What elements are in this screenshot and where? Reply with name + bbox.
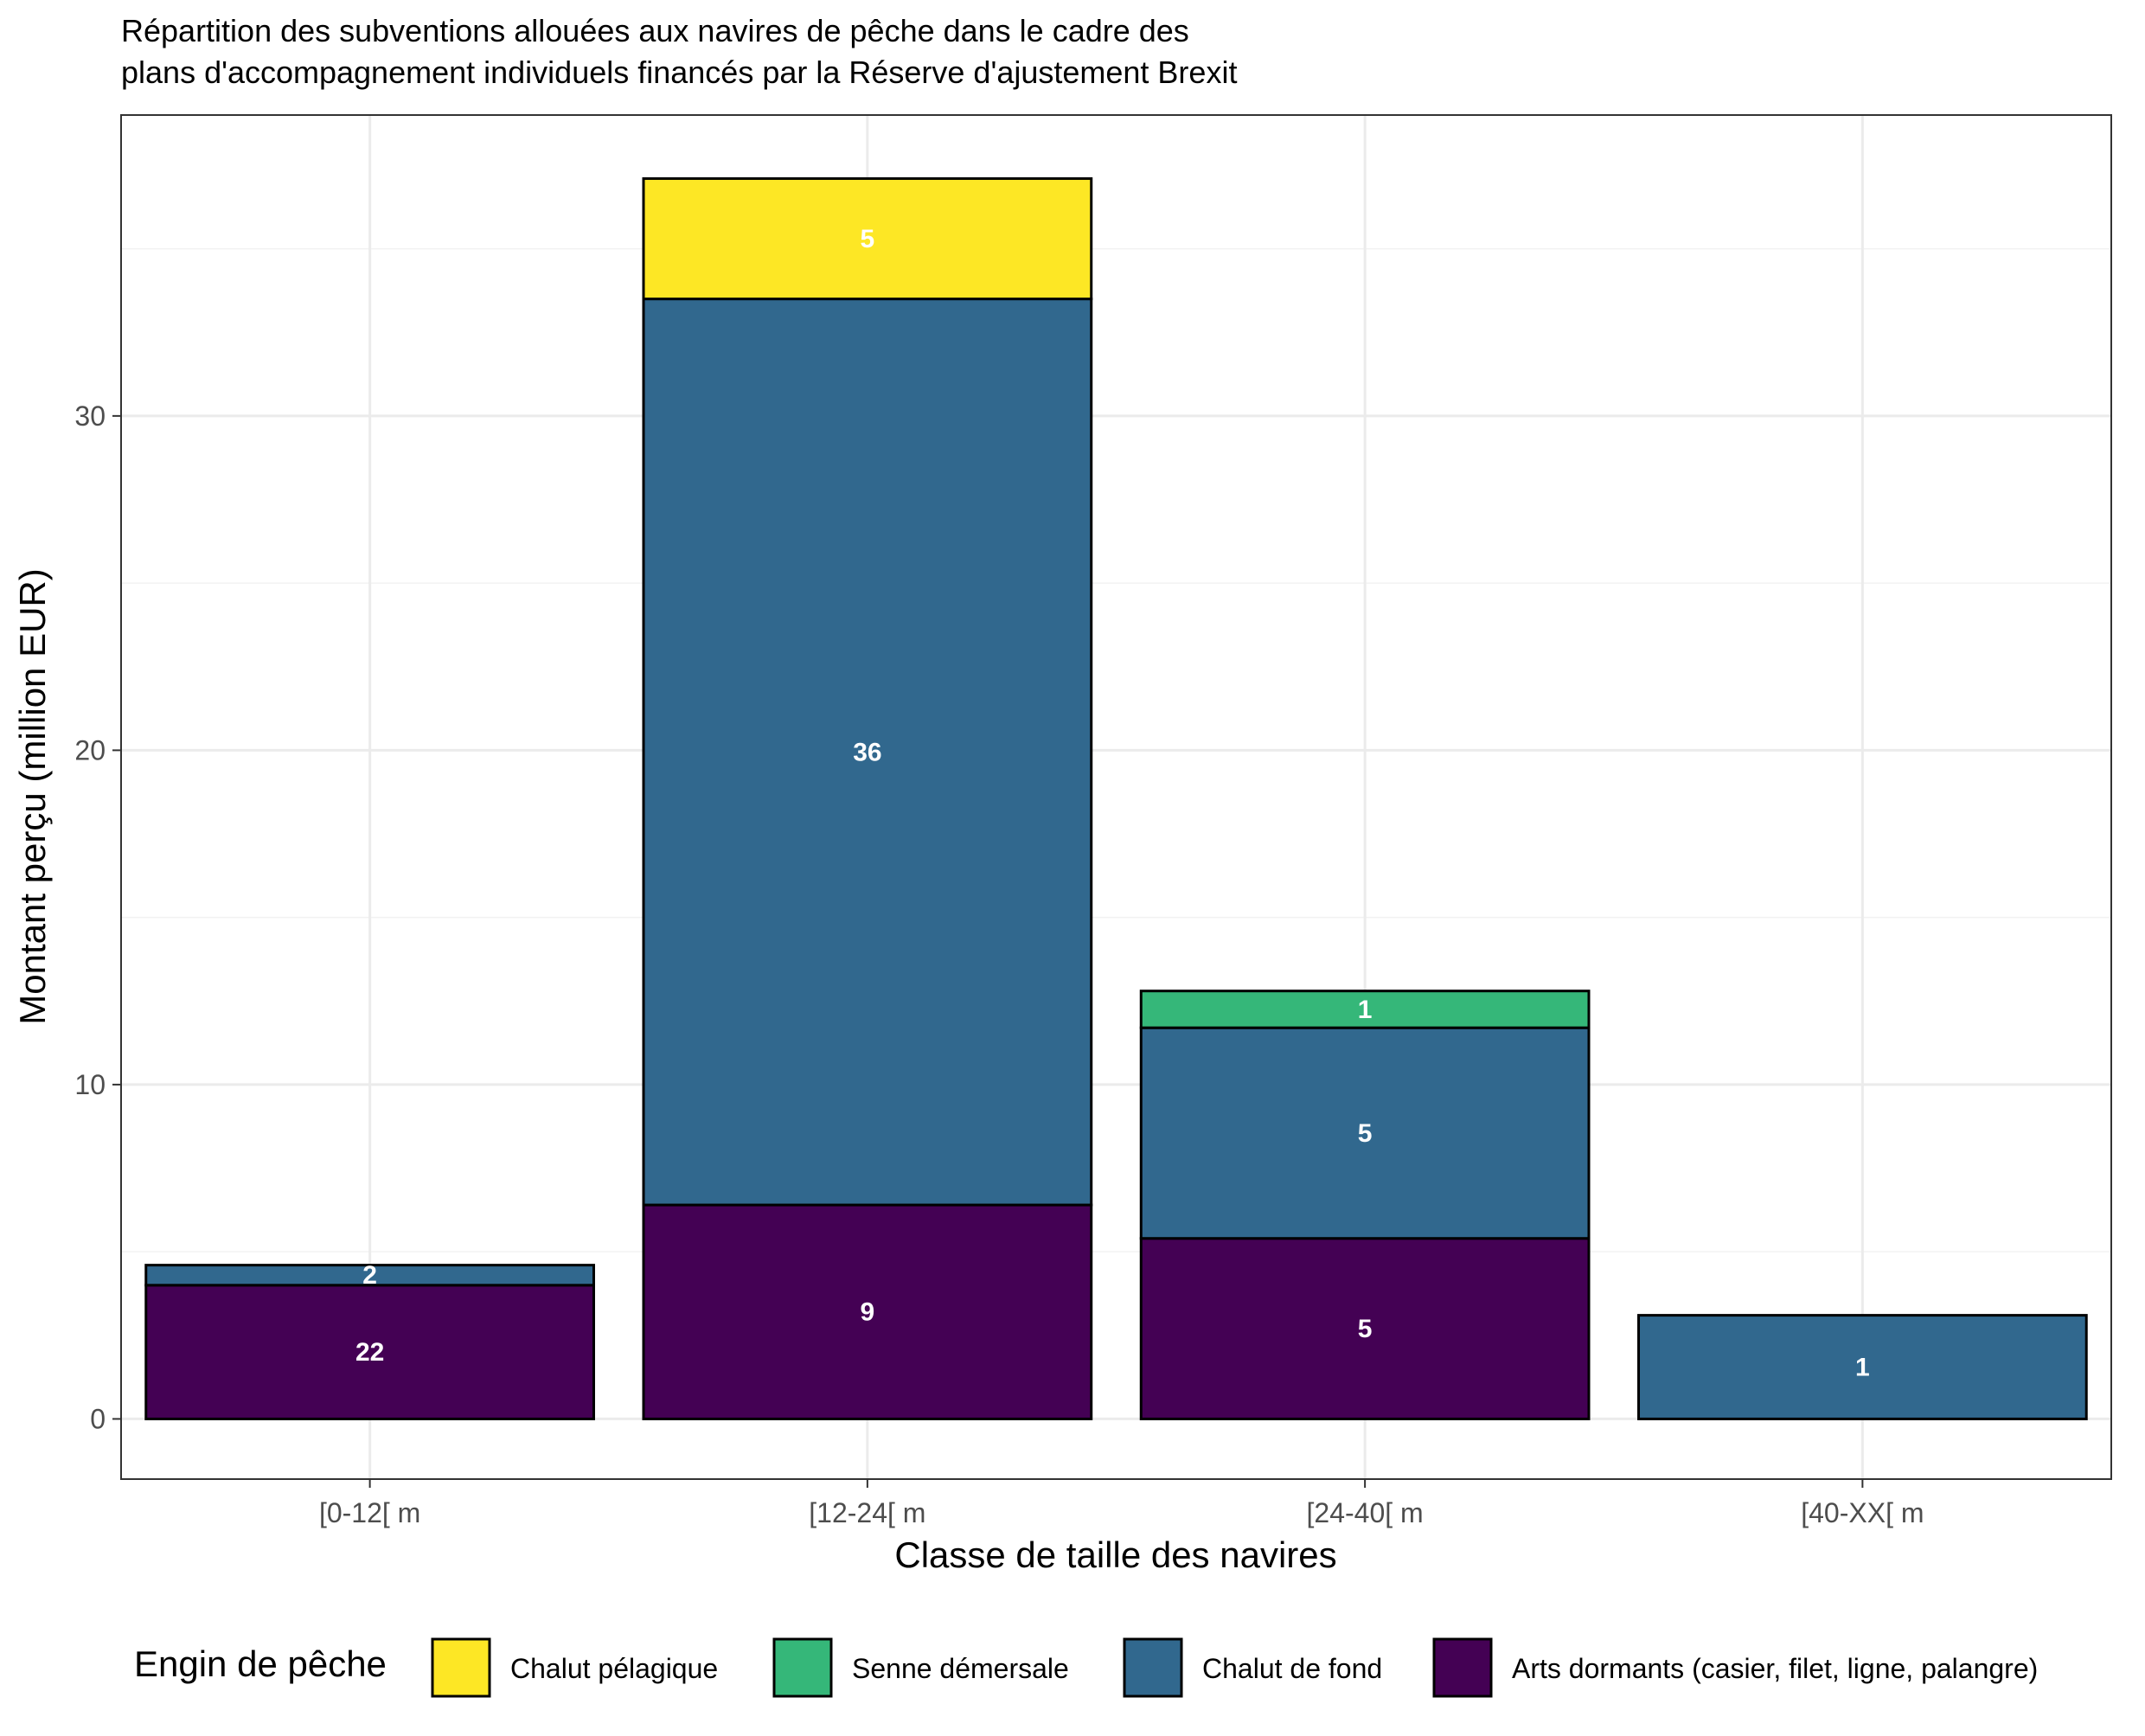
plot-border [120,114,2112,1480]
bar-segment [1139,1026,1591,1240]
legend-label: Chalut de fond [1202,1653,1382,1684]
legend-label: Senne démersale [852,1653,1069,1684]
bar-data-label: 5 [1358,1315,1373,1343]
y-tick-label: 0 [90,1403,106,1434]
bar-data-label: 22 [355,1338,384,1367]
legend-key [431,1637,491,1698]
chart-title: Répartition des subventions allouées aux… [121,13,1237,90]
bar-segment [642,298,1093,1207]
legend-label: Chalut pélagique [510,1653,718,1684]
x-tick-label: [0-12[ m [319,1497,420,1528]
x-axis-title: Classe de taille des navires [894,1534,1336,1575]
y-axis: 0 10 20 30 [74,400,121,1434]
x-tick-label: [40-XX[ m [1801,1497,1924,1528]
legend: Engin de pêche Chalut pélagique Senne dém… [134,1637,2038,1698]
y-tick-label: 30 [74,400,106,432]
bar-segment [1139,990,1591,1029]
bar-data-label: 2 [362,1261,377,1290]
bars [144,176,2088,1420]
y-tick-label: 20 [74,734,106,766]
y-tick-label: 10 [74,1069,106,1100]
legend-key [772,1637,833,1698]
title-line-2: plans d'accompagnement individuels finan… [121,54,1237,90]
bar-segment [1637,1314,2088,1420]
legend-label: Arts dormants (casier, filet, ligne, pal… [1512,1653,2038,1684]
bar-data-label: 5 [861,225,875,253]
x-tick-label: [12-24[ m [809,1497,925,1528]
title-line-1: Répartition des subventions allouées aux… [121,13,1189,48]
y-axis-title: Montant perçu (million EUR) [12,568,53,1025]
bar-segment [144,1284,595,1420]
x-axis: [0-12[ m [12-24[ m [24-40[ m [40-XX[ m [319,1479,1924,1528]
bar-segment [1139,1237,1591,1420]
legend-key [1123,1637,1183,1698]
bar-data-label: 1 [1358,996,1373,1024]
bar-data-label: 9 [861,1298,875,1327]
bar-data-label: 5 [1358,1119,1373,1148]
legend-title: Engin de pêche [134,1643,387,1684]
bar-data-label: 1 [1855,1354,1870,1382]
x-tick-label: [24-40[ m [1307,1497,1424,1528]
bar-segment [642,176,1093,301]
bar-data-label: 36 [853,738,881,766]
legend-key [1432,1637,1493,1698]
bar-segment [144,1264,595,1287]
